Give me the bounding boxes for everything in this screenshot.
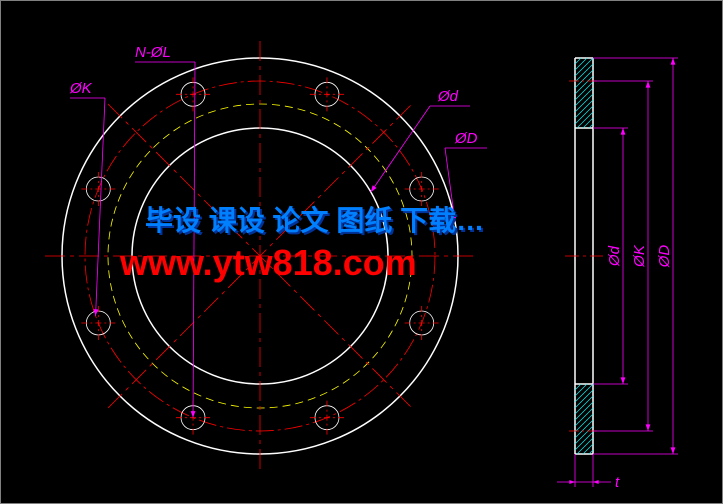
cad-drawing: N-ØLØKØdØDØdØKØDt毕设 课设 论文 图纸 下载…毕设 课设 论文… bbox=[0, 0, 723, 504]
label-phiD-side: ØD bbox=[656, 245, 673, 269]
label-NphiL: N-ØL bbox=[135, 44, 171, 61]
label-phiD-right: ØD bbox=[454, 130, 478, 147]
label-t: t bbox=[615, 474, 620, 491]
label-phid-right: Ød bbox=[437, 88, 459, 105]
watermark-line1: 毕设 课设 论文 图纸 下载… bbox=[145, 204, 484, 236]
watermark-url: www.ytw818.com bbox=[119, 242, 417, 283]
label-phiK-left: ØK bbox=[69, 80, 93, 97]
label-phiK-side: ØK bbox=[631, 244, 648, 268]
label-phid-side: Ød bbox=[606, 245, 623, 267]
